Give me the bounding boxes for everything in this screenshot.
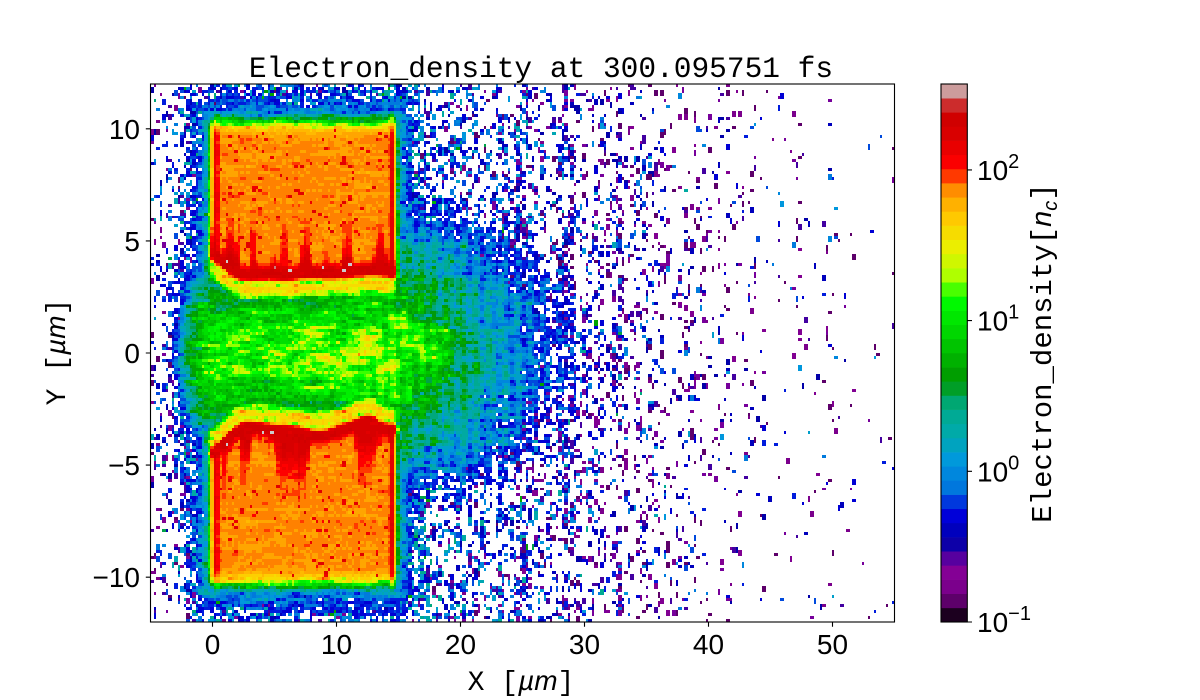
svg-text:Y [µm]: Y [µm] (40, 299, 74, 406)
svg-text:Electron_density at 300.095751: Electron_density at 300.095751 fs (249, 52, 833, 86)
svg-text:40: 40 (693, 629, 724, 660)
svg-text:50: 50 (817, 629, 848, 660)
svg-text:10−1: 10−1 (977, 603, 1031, 638)
svg-text:0: 0 (205, 629, 221, 660)
svg-text:10: 10 (109, 114, 140, 145)
svg-text:Electron_density[nc]: Electron_density[nc] (1026, 183, 1062, 522)
svg-text:−5: −5 (108, 450, 140, 481)
svg-text:20: 20 (445, 629, 476, 660)
svg-text:X [µm]: X [µm] (468, 665, 575, 699)
svg-text:5: 5 (124, 226, 140, 257)
svg-text:−10: −10 (93, 562, 141, 593)
svg-text:0: 0 (124, 338, 140, 369)
svg-text:10: 10 (321, 629, 352, 660)
svg-text:30: 30 (569, 629, 600, 660)
